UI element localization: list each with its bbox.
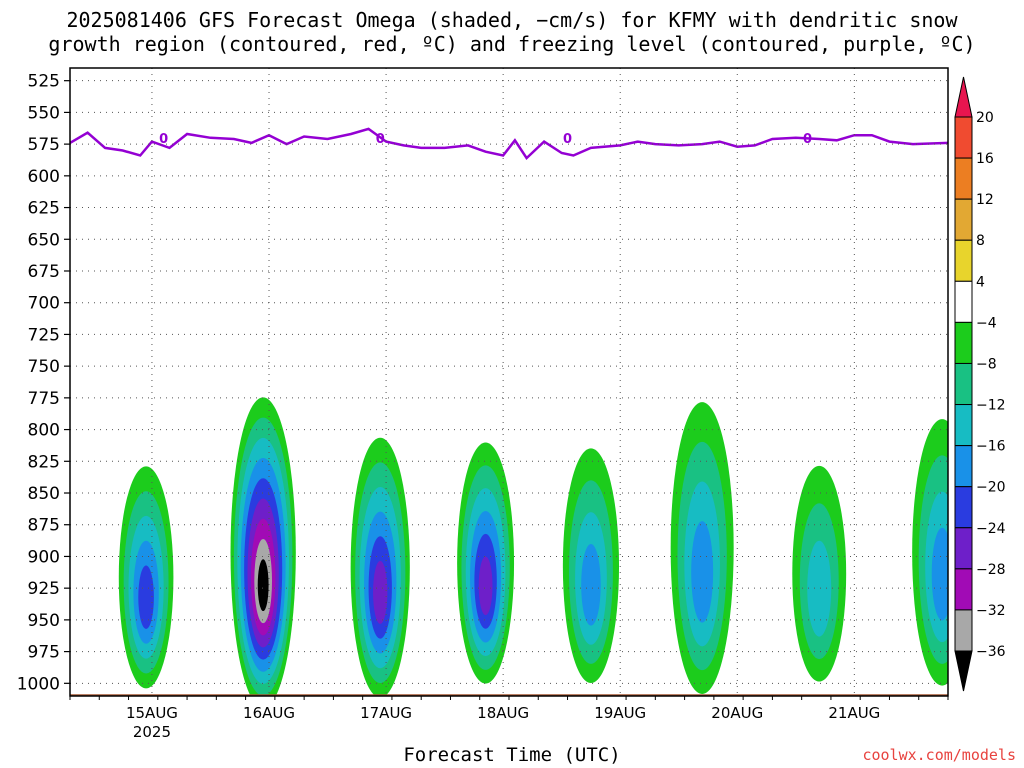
freezing-level-label-1: 0 xyxy=(376,132,385,147)
freezing-level-label-0: 0 xyxy=(159,132,168,147)
x-tick-label: 19AUG xyxy=(594,704,646,722)
y-tick-label: 850 xyxy=(28,484,60,504)
axes: 525 550 575 600 625 650 675 700 725 750 775 800 825 8… xyxy=(17,67,949,741)
colorbar-label-11: −28 xyxy=(976,562,1006,578)
y-tick-label: 700 xyxy=(28,294,60,314)
x-tick-label: 18AUG xyxy=(477,704,529,722)
y-tick-label: 625 xyxy=(28,199,60,219)
y-tick-label: 825 xyxy=(28,452,60,472)
colorbar-label-8: −16 xyxy=(976,439,1006,455)
omega-blob-0 xyxy=(118,466,174,689)
plot-content: 0 0 0 0 xyxy=(70,127,948,696)
omega-blob-1 xyxy=(230,397,296,696)
grid xyxy=(70,68,948,696)
y-tick-label: 800 xyxy=(28,421,60,441)
colorbar-label-9: −20 xyxy=(976,480,1006,496)
colorbar-box-12 xyxy=(954,609,973,652)
x-tick-label: 17AUG xyxy=(360,704,412,722)
colorbar-label-2: 12 xyxy=(976,192,994,208)
y-tick-label: 900 xyxy=(28,547,60,567)
omega-level-7-3 xyxy=(931,527,948,621)
colorbar-bottom-arrow xyxy=(954,650,973,692)
omega-level-4-3 xyxy=(581,544,601,626)
colorbar-label-10: −24 xyxy=(976,521,1006,537)
colorbar-label-0: 20 xyxy=(976,110,994,126)
colorbar-label-4: 4 xyxy=(976,274,985,290)
omega-blob-7 xyxy=(912,419,948,686)
y-tick-label: 925 xyxy=(28,579,60,599)
colorbar-label-1: 16 xyxy=(976,151,994,167)
y-tick-label: 1000 xyxy=(17,674,60,694)
y-tick-label: 750 xyxy=(28,357,60,377)
y-tick-label: 600 xyxy=(28,167,60,187)
colorbar-box-3 xyxy=(954,239,973,282)
colorbar-box-1 xyxy=(954,157,973,200)
y-tick-label: 775 xyxy=(28,389,60,409)
colorbar-box-10 xyxy=(954,527,973,570)
omega-level-3-5 xyxy=(478,556,493,616)
y-tick-label: 675 xyxy=(28,262,60,282)
x-tick-label: 20AUG xyxy=(711,704,763,722)
x-axis-label: Forecast Time (UTC) xyxy=(403,744,621,766)
colorbar-label-5: −4 xyxy=(976,315,997,331)
y-tick-label: 650 xyxy=(28,230,60,250)
colorbar-box-4 xyxy=(954,280,973,323)
x-tick-label: 16AUG xyxy=(243,704,295,722)
colorbar-box-9 xyxy=(954,486,973,529)
y-tick-label: 525 xyxy=(28,72,60,92)
omega-level-5-3 xyxy=(691,521,714,623)
plot-area: 0 0 0 0 xyxy=(70,127,948,696)
x-tick-label: 21AUG xyxy=(828,704,880,722)
colorbar-box-11 xyxy=(954,568,973,611)
freezing-level-line xyxy=(70,127,948,161)
colorbar-box-0 xyxy=(954,116,973,159)
x-tick-label: 15AUG xyxy=(126,704,178,722)
colorbar-box-8 xyxy=(954,445,973,488)
colorbar-box-7 xyxy=(954,404,973,447)
ground-surface xyxy=(70,694,948,696)
colorbar-label-6: −8 xyxy=(976,356,997,372)
y-tick-label: 875 xyxy=(28,516,60,536)
y-tick-label: 975 xyxy=(28,643,60,663)
colorbar-label-3: 8 xyxy=(976,233,985,249)
omega-level-1-8 xyxy=(257,559,269,612)
colorbar-label-13: −36 xyxy=(976,644,1006,660)
y-tick-label: 950 xyxy=(28,611,60,631)
y-tick-label: 725 xyxy=(28,325,60,345)
omega-blob-6 xyxy=(792,465,847,682)
colorbar-top-arrow xyxy=(954,76,973,118)
omega-blob-4 xyxy=(562,448,620,684)
chart-title-line2: growth region (contoured, red, ºC) and f… xyxy=(48,32,976,56)
omega-level-2-5 xyxy=(373,560,388,624)
chart-title-line1: 2025081406 GFS Forecast Omega (shaded, −… xyxy=(66,8,958,32)
colorbar-box-6 xyxy=(954,362,973,406)
x-tick-sublabel: 2025 xyxy=(133,723,171,741)
freezing-level-label-3: 0 xyxy=(803,132,812,147)
colorbar: 20 16 12 8 4 −4 −8 −12 −16 −20 −24 −28 −32 −36 xyxy=(954,76,1006,692)
colorbar-label-12: −32 xyxy=(976,603,1006,619)
freezing-level-label-2: 0 xyxy=(563,132,572,147)
colorbar-label-7: −12 xyxy=(976,398,1006,414)
omega-level-0-4 xyxy=(138,565,154,629)
chart-title: 2025081406 GFS Forecast Omega (shaded, −… xyxy=(0,8,1024,56)
credit-text: coolwx.com/models xyxy=(862,746,1016,764)
colorbar-box-2 xyxy=(954,198,973,241)
colorbar-box-5 xyxy=(954,321,973,364)
omega-blob-2 xyxy=(350,437,410,696)
omega-blob-5 xyxy=(670,402,734,694)
omega-blob-3 xyxy=(457,442,515,684)
omega-level-6-2 xyxy=(807,540,832,637)
y-tick-label: 575 xyxy=(28,135,60,155)
y-tick-label: 550 xyxy=(28,103,60,123)
